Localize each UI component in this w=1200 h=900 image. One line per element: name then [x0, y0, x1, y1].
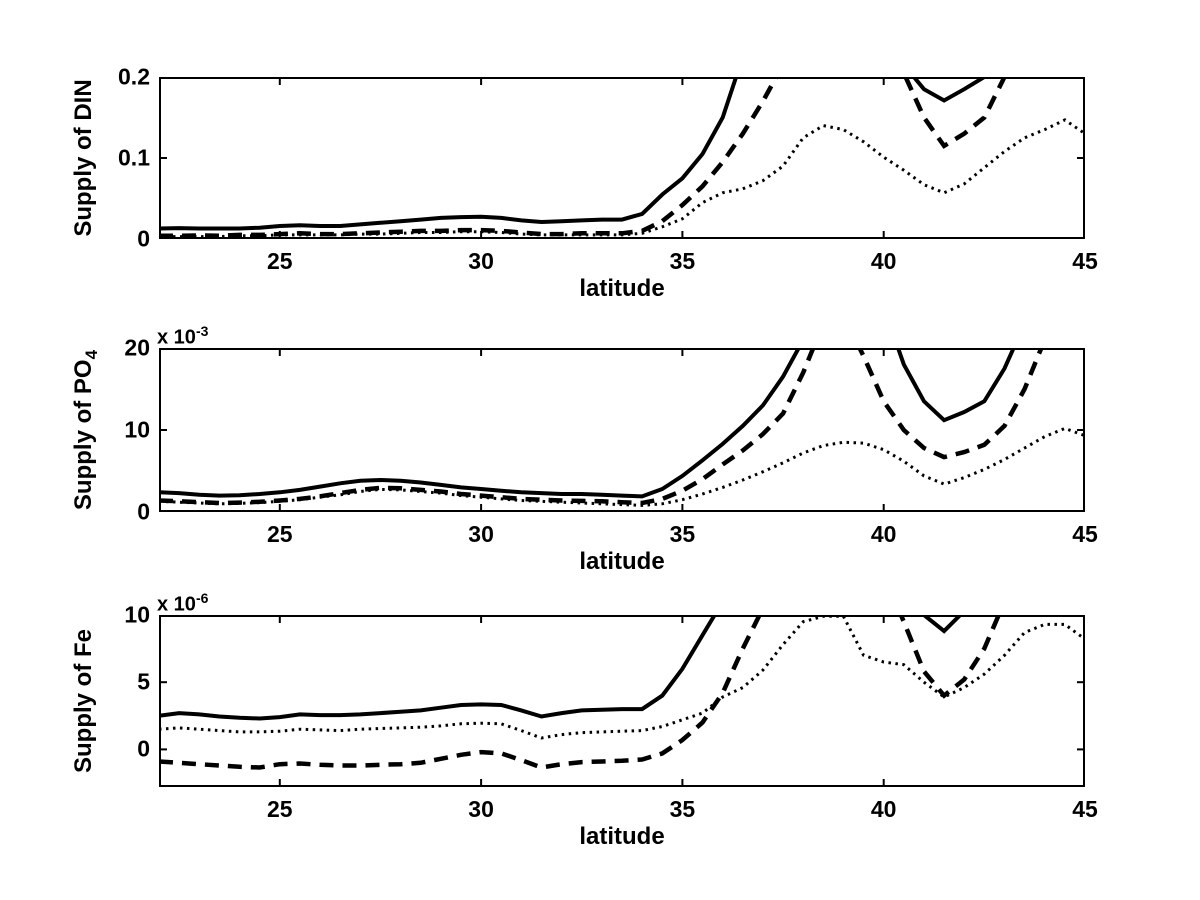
y-tick-label: 0.1 [118, 144, 150, 171]
dashed-line-series [159, 77, 1007, 239]
x-tick-label: 40 [870, 796, 897, 822]
po4-exponent-label: x 10-3 [157, 316, 209, 349]
y-tick-label: 0.2 [118, 63, 150, 90]
y-tick-label: 0 [137, 225, 150, 252]
dotted-line-series [159, 118, 1085, 239]
x-tick-label: 45 [1072, 521, 1098, 547]
y-tick-label: 0 [137, 735, 150, 762]
x-tick-label: 40 [870, 248, 897, 274]
dotted-line-series [159, 426, 1085, 507]
x-tick-label: 30 [468, 248, 494, 274]
po4-plot-area [159, 348, 1085, 512]
axes-box [159, 77, 1085, 239]
solid-line-series [159, 77, 987, 231]
axes-box [159, 348, 1085, 512]
po4-y-axis-label-text: Supply of PO [70, 359, 97, 511]
dashed-line-series [159, 348, 1044, 506]
din-plot-area [159, 77, 1085, 239]
po4-exponent-value: -3 [195, 323, 209, 339]
y-tick-label: 20 [124, 334, 150, 361]
dashed-line-series [159, 615, 1002, 770]
x-tick-label: 45 [1072, 796, 1098, 822]
po4-y-axis-label-subscript: 4 [82, 349, 101, 360]
fe-exponent-value: -6 [195, 590, 209, 606]
subplot-supply-of-po4: Supply of PO4 x 10-3 latitude 25 30 35 40 45… [70, 323, 1098, 575]
din-y-axis-label-text: Supply of DIN [70, 79, 97, 237]
po4-y-axis-label: Supply of PO4 [70, 349, 101, 511]
fe-y-axis-label-text: Supply of Fe [70, 629, 97, 773]
dotted-line-series [159, 615, 1085, 740]
axes-box [159, 615, 1085, 787]
po4-x-axis-label: latitude [579, 548, 665, 575]
y-tick-label: 10 [124, 601, 150, 628]
x-tick-label: 25 [266, 248, 293, 274]
x-tick-label: 25 [266, 521, 293, 547]
solid-line-series [159, 348, 1016, 499]
x-tick-label: 30 [468, 521, 494, 547]
x-tick-label: 30 [468, 796, 494, 822]
solid-line-series [159, 615, 964, 721]
fe-y-axis-label: Supply of Fe [70, 629, 100, 773]
x-tick-label: 35 [669, 521, 696, 547]
x-tick-label: 40 [870, 521, 897, 547]
subplot-supply-of-din: Supply of DIN latitude 25 30 35 40 45 0 0.1 0.2 [70, 65, 1098, 302]
x-tick-label: 25 [266, 796, 293, 822]
y-tick-label: 5 [137, 668, 150, 695]
fe-exponent-prefix: x 10 [157, 593, 196, 616]
fe-x-axis-label: latitude [579, 823, 665, 850]
x-tick-label: 45 [1072, 248, 1098, 274]
po4-exponent-prefix: x 10 [157, 326, 196, 349]
din-x-axis-label: latitude [579, 275, 665, 302]
din-y-axis-label: Supply of DIN [70, 79, 100, 237]
x-tick-label: 35 [669, 248, 696, 274]
fe-exponent-label: x 10-6 [157, 583, 209, 616]
x-tick-label: 35 [669, 796, 696, 822]
subplot-supply-of-fe: Supply of Fe x 10-6 latitude 25 30 35 40 45 0… [70, 590, 1098, 850]
fe-plot-area [159, 615, 1085, 787]
y-tick-label: 10 [124, 416, 150, 443]
y-tick-label: 0 [137, 498, 150, 525]
